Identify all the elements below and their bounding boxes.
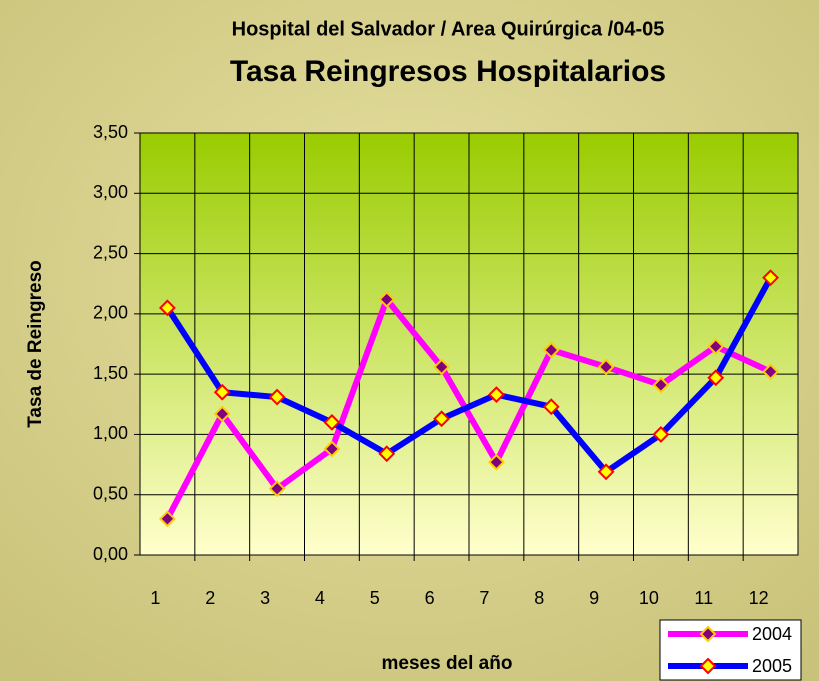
series-marker [652,376,670,394]
series-marker [707,337,725,355]
legend-label: 2004 [752,624,792,644]
series-marker [762,269,779,287]
x-tick-label: 3 [260,588,270,608]
series-marker [762,363,779,381]
y-tick-label: 3,50 [93,122,128,142]
series-marker [159,510,176,528]
legend-marker [699,657,717,675]
y-tick-label: 2,00 [93,303,128,323]
x-tick-label: 7 [479,588,489,608]
legend [659,619,802,681]
series-marker [433,410,450,428]
series-marker [488,386,505,404]
legend-label: 2005 [752,656,792,676]
y-tick-label: 3,00 [93,182,128,202]
x-tick-label: 10 [639,588,659,608]
x-tick-label: 11 [694,588,713,608]
x-tick-label: 5 [370,588,380,608]
y-tick-label: 0,50 [93,483,128,503]
series-marker [542,341,560,359]
series-marker [268,480,286,498]
series-marker [323,413,341,431]
series-line [164,276,774,475]
series-marker [268,388,286,406]
series-marker [597,358,615,376]
series-marker [213,383,231,401]
x-tick-label: 1 [150,588,160,608]
x-tick-label: 4 [315,588,325,608]
series-marker [597,463,615,481]
series-marker [378,290,396,308]
series-marker [542,398,560,416]
y-tick-label: 1,50 [93,363,128,383]
y-axis-label: Tasa de Reingreso [25,260,46,428]
series-marker [213,405,231,423]
series-marker [378,445,396,463]
chart-title: Tasa Reingresos Hospitalarios [230,55,666,88]
x-tick-label: 9 [589,588,599,608]
chart-subtitle: Hospital del Salvador / Area Quirúrgica … [232,18,665,40]
series-marker [488,453,505,471]
series-marker [652,426,670,443]
series-line [164,296,772,521]
y-tick-label: 1,00 [93,423,128,443]
series-marker [159,299,176,317]
x-tick-label: 8 [534,588,544,608]
series-marker [323,440,341,458]
series-marker [707,369,725,387]
y-tick-label: 2,50 [93,242,128,262]
legend-marker [699,625,717,643]
x-tick-label: 12 [749,588,769,608]
x-tick-label: 6 [425,588,435,608]
x-tick-label: 2 [205,588,215,608]
y-tick-label: 0,00 [93,544,128,564]
x-axis-label: meses del año [382,653,513,674]
series-marker [433,358,450,376]
